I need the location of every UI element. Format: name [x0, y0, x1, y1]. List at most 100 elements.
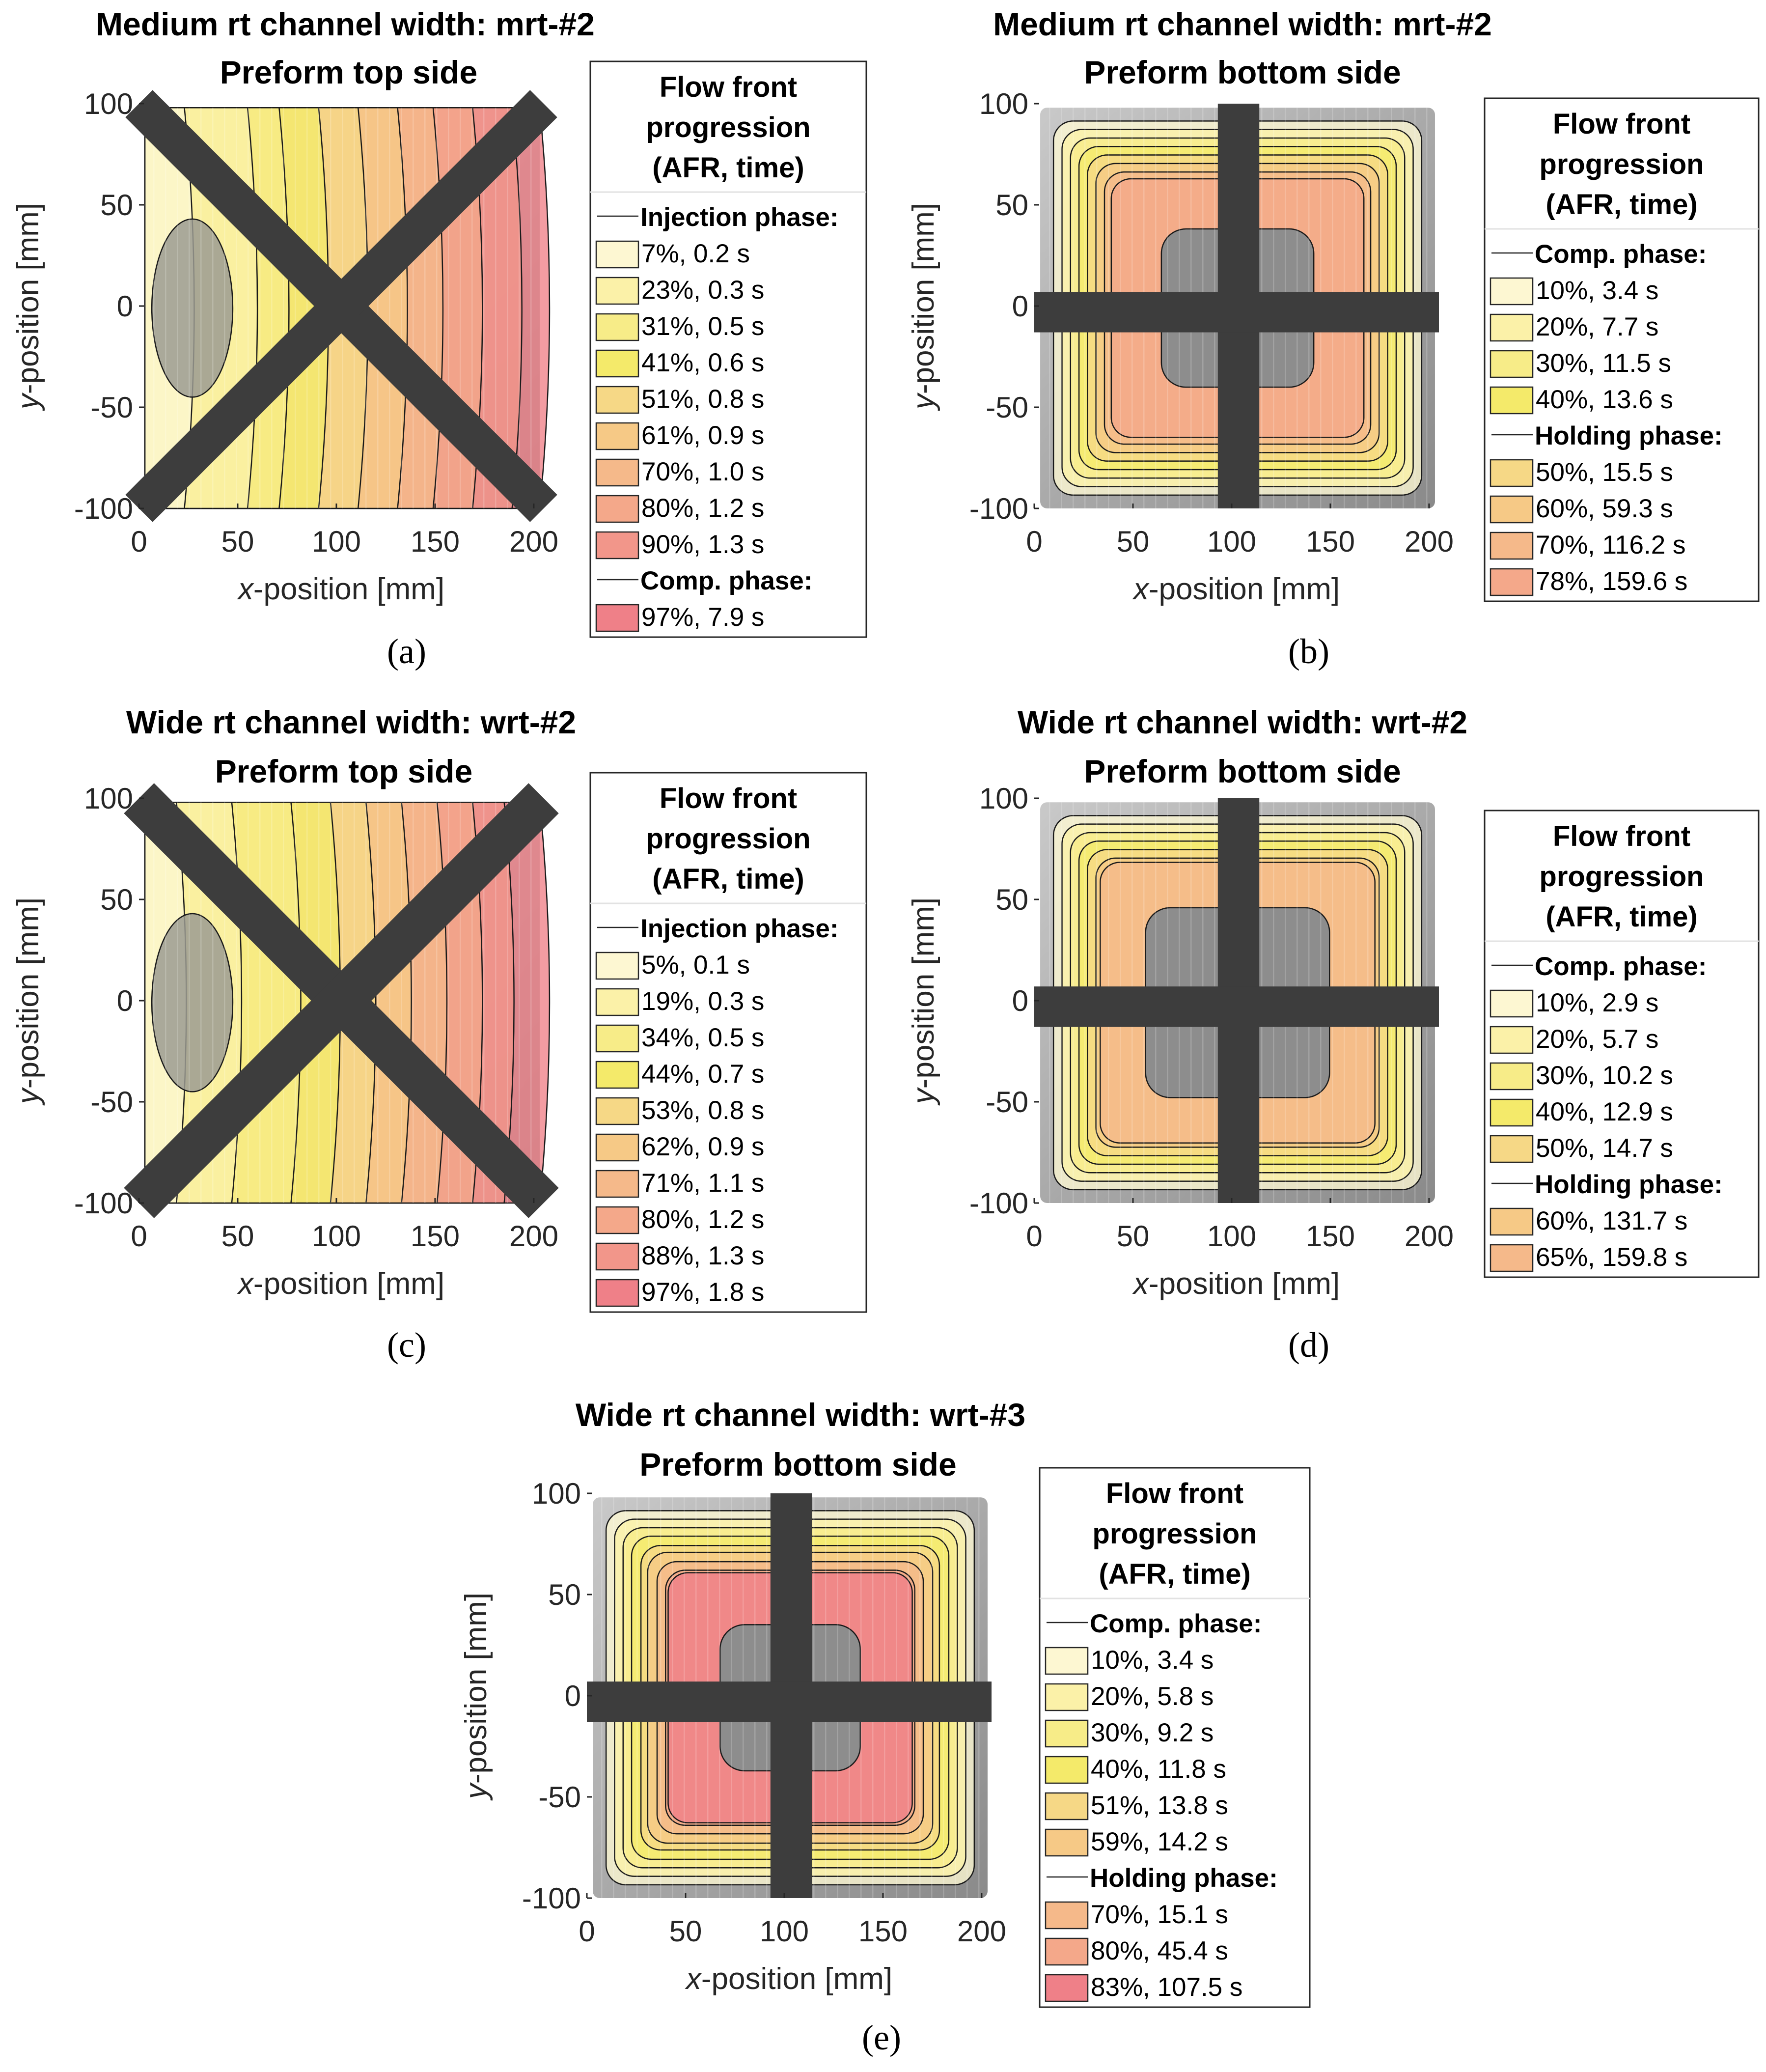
y-tick-label: -50	[90, 1086, 133, 1119]
legend-entry-label: 10%, 2.9 s	[1536, 988, 1658, 1017]
legend-entry-label: 7%, 0.2 s	[641, 239, 750, 268]
legend-swatch	[1490, 568, 1534, 596]
chart-subtitle: Preform top side	[215, 753, 472, 789]
legend-swatch	[1045, 1792, 1089, 1820]
x-tick-label: 100	[312, 1220, 361, 1253]
legend-entry-label: 97%, 7.9 s	[641, 603, 764, 632]
y-tick-label: 0	[117, 290, 133, 323]
chart-title: Wide rt channel width: wrt-#3	[576, 1397, 1025, 1433]
x-tick-label: 50	[1117, 1220, 1150, 1253]
x-tick-label: 200	[509, 525, 558, 558]
legend-title-line: (AFR, time)	[1545, 189, 1697, 221]
y-axis-label: y-position [mm]	[11, 203, 45, 411]
legend-swatch	[595, 277, 639, 305]
legend-swatch	[1045, 1974, 1089, 2002]
legend-entry-label: 40%, 11.8 s	[1091, 1755, 1226, 1784]
legend-title-line: (AFR, time)	[652, 152, 804, 184]
legend: Flow front progression (AFR, time) Injectio…	[589, 60, 867, 638]
legend-title-line: Flow front	[1553, 108, 1690, 140]
legend: Flow front progression (AFR, time) Comp. ph…	[1484, 810, 1760, 1278]
legend-swatch	[595, 1097, 639, 1125]
legend-entry-label: 97%, 1.8 s	[641, 1278, 764, 1307]
y-tick-label: 100	[979, 782, 1028, 815]
x-tick-label: 0	[579, 1915, 595, 1948]
legend-swatch	[595, 240, 639, 269]
legend-entry-label: 20%, 5.8 s	[1091, 1682, 1214, 1711]
x-tick-label: 50	[221, 1220, 254, 1253]
chart-title: Medium rt channel width: mrt-#2	[993, 6, 1492, 42]
legend-entry-label: 40%, 12.9 s	[1536, 1097, 1673, 1126]
x-tick-label: 50	[221, 525, 254, 558]
legend-phase-label: Injection phase:	[640, 914, 838, 943]
channel-horizontal	[1034, 292, 1439, 333]
legend-swatch	[595, 952, 639, 980]
legend-entry-label: 34%, 0.5 s	[641, 1023, 764, 1052]
legend-entry-label: 44%, 0.7 s	[641, 1060, 764, 1089]
x-tick-label: 50	[669, 1915, 702, 1948]
chart-subtitle: Preform bottom side	[639, 1446, 956, 1483]
legend-swatch	[1490, 532, 1534, 560]
x-tick-label: 200	[957, 1915, 1006, 1948]
legend-swatch	[1490, 313, 1534, 342]
legend-swatch	[1490, 1062, 1534, 1091]
y-tick-label: -100	[74, 1187, 133, 1220]
legend-entry-label: 60%, 131.7 s	[1536, 1206, 1687, 1235]
legend-entry-label: 41%, 0.6 s	[641, 348, 764, 377]
legend-phase-label: Comp. phase:	[1535, 240, 1707, 269]
x-tick-label: 0	[131, 525, 147, 558]
y-tick-label: 0	[117, 984, 133, 1017]
legend-swatch	[595, 349, 639, 378]
legend-entry-label: 30%, 10.2 s	[1536, 1061, 1673, 1090]
legend-swatch	[595, 988, 639, 1016]
legend-entry-label: 88%, 1.3 s	[641, 1241, 764, 1270]
channel-horizontal	[1034, 986, 1439, 1027]
panel-caption: (c)	[387, 1325, 426, 1365]
legend: Flow front progression (AFR, time) Comp. ph…	[1484, 97, 1760, 602]
legend-swatch	[1490, 277, 1534, 306]
legend-entry-label: 62%, 0.9 s	[641, 1132, 764, 1161]
legend-entry-label: 20%, 5.7 s	[1536, 1025, 1658, 1054]
legend-entry-label: 80%, 1.2 s	[641, 1205, 764, 1234]
y-tick-label: -50	[90, 391, 133, 424]
legend-swatch	[595, 1206, 639, 1234]
legend-swatch	[1045, 1756, 1089, 1784]
legend-phase-label: Comp. phase:	[1535, 952, 1707, 981]
chart-panel-1: Medium rt channel width: mrt-#2 Preform t…	[11, 6, 867, 671]
x-tick-label: 0	[1026, 525, 1042, 558]
y-tick-label: 0	[565, 1680, 581, 1712]
legend-entry-label: 30%, 9.2 s	[1091, 1718, 1214, 1747]
chart-title: Wide rt channel width: wrt-#2	[126, 704, 576, 740]
legend-entry-label: 59%, 14.2 s	[1091, 1827, 1228, 1856]
legend-title-line: progression	[1539, 148, 1704, 180]
legend-entry-label: 51%, 0.8 s	[641, 385, 764, 414]
legend-entry-label: 50%, 15.5 s	[1536, 458, 1673, 487]
y-tick-label: 0	[1012, 984, 1028, 1017]
y-tick-label: 50	[995, 189, 1028, 222]
legend-swatch	[1490, 1207, 1534, 1236]
legend-swatch	[1490, 495, 1534, 524]
legend-title-line: Flow front	[1553, 820, 1690, 852]
y-tick-label: -50	[986, 391, 1028, 424]
legend-swatch	[1490, 1244, 1534, 1272]
legend-swatch	[1045, 1828, 1089, 1857]
x-tick-label: 0	[1026, 1220, 1042, 1253]
legend-entry-label: 53%, 0.8 s	[641, 1096, 764, 1125]
legend-swatch	[1045, 1901, 1089, 1930]
legend-entry-label: 80%, 1.2 s	[641, 494, 764, 523]
x-tick-label: 100	[1207, 1220, 1256, 1253]
legend-title-line: progression	[1092, 1518, 1257, 1550]
legend-entry-label: 70%, 116.2 s	[1536, 531, 1685, 560]
chart-panel-3: Wide rt channel width: wrt-#2 Preform top…	[11, 704, 867, 1365]
x-tick-label: 150	[1306, 525, 1355, 558]
y-tick-label: 50	[100, 883, 133, 916]
legend-swatch	[1490, 386, 1534, 415]
legend-swatch	[595, 1024, 639, 1053]
y-axis-label: y-position [mm]	[907, 897, 940, 1106]
legend-entry-label: 83%, 107.5 s	[1091, 1973, 1242, 2002]
legend-entry-label: 70%, 15.1 s	[1091, 1900, 1228, 1929]
y-axis-label: y-position [mm]	[11, 897, 45, 1106]
x-tick-label: 100	[1207, 525, 1256, 558]
panel-caption: (d)	[1288, 1325, 1329, 1365]
chart-panel-5: Wide rt channel width: wrt-#3 Preform bot…	[459, 1397, 1311, 2057]
legend-swatch	[1490, 1026, 1534, 1054]
